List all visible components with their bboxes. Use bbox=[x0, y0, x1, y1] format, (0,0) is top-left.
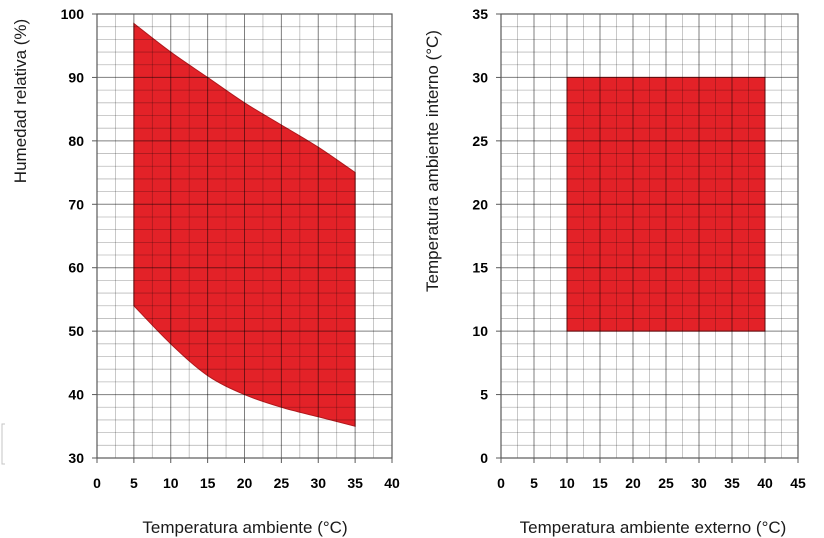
x-tick-label: 15 bbox=[592, 475, 608, 491]
plot-frame-layer bbox=[500, 13, 799, 459]
ticks: 0 5 10 15 20 25 30 35 40 30 40 50 60 70 80 90 100 bbox=[61, 6, 400, 491]
chart-humidity-vs-ambient-temperature: 0 5 10 15 20 25 30 35 40 30 40 50 60 70 80 90 100 Temper… bbox=[11, 6, 400, 537]
y-axis-label: Temperatura ambiente interno (°C) bbox=[423, 30, 442, 292]
y-tick-label: 35 bbox=[472, 6, 488, 22]
x-tick-label: 0 bbox=[497, 475, 505, 491]
x-tick-label: 0 bbox=[93, 475, 101, 491]
x-tick-label: 30 bbox=[691, 475, 707, 491]
y-tick-label: 15 bbox=[472, 260, 488, 276]
edge-mark bbox=[1, 423, 5, 465]
y-tick-label: 50 bbox=[68, 323, 84, 339]
y-tick-label: 80 bbox=[68, 133, 84, 149]
ticks: 0 5 10 15 20 25 30 35 40 45 0 5 10 15 20 25 30 35 bbox=[472, 6, 806, 491]
chart-internal-vs-external-temperature: 0 5 10 15 20 25 30 35 40 45 0 5 10 15 20 25 30 35 Tempera… bbox=[423, 6, 806, 537]
y-tick-label: 5 bbox=[480, 387, 488, 403]
y-tick-label: 70 bbox=[68, 196, 84, 212]
x-tick-label: 20 bbox=[237, 475, 253, 491]
x-tick-label: 30 bbox=[310, 475, 326, 491]
y-tick-label: 40 bbox=[68, 387, 84, 403]
y-tick-label: 60 bbox=[68, 260, 84, 276]
x-tick-label: 25 bbox=[274, 475, 290, 491]
x-tick-label: 40 bbox=[384, 475, 400, 491]
x-tick-label: 45 bbox=[790, 475, 806, 491]
x-tick-label: 25 bbox=[658, 475, 674, 491]
grid bbox=[96, 13, 393, 459]
y-tick-label: 30 bbox=[68, 450, 84, 466]
plot-frame bbox=[500, 13, 799, 459]
x-tick-label: 20 bbox=[625, 475, 641, 491]
x-tick-label: 35 bbox=[347, 475, 363, 491]
y-tick-label: 20 bbox=[472, 196, 488, 212]
x-tick-label: 15 bbox=[200, 475, 216, 491]
grid bbox=[500, 13, 799, 459]
x-tick-label: 5 bbox=[530, 475, 538, 491]
y-tick-label: 10 bbox=[472, 323, 488, 339]
x-axis-label: Temperatura ambiente externo (°C) bbox=[520, 518, 787, 537]
y-tick-label: 30 bbox=[472, 69, 488, 85]
x-axis-label: Temperatura ambiente (°C) bbox=[142, 518, 347, 537]
y-tick-label: 90 bbox=[68, 69, 84, 85]
y-axis-label: Humedad relativa (%) bbox=[11, 19, 30, 183]
y-tick-label: 25 bbox=[472, 133, 488, 149]
x-tick-label: 10 bbox=[559, 475, 575, 491]
x-tick-label: 35 bbox=[724, 475, 740, 491]
x-tick-label: 5 bbox=[130, 475, 138, 491]
x-tick-label: 40 bbox=[757, 475, 773, 491]
y-tick-label: 100 bbox=[61, 6, 85, 22]
x-tick-label: 10 bbox=[163, 475, 179, 491]
y-tick-label: 0 bbox=[480, 450, 488, 466]
